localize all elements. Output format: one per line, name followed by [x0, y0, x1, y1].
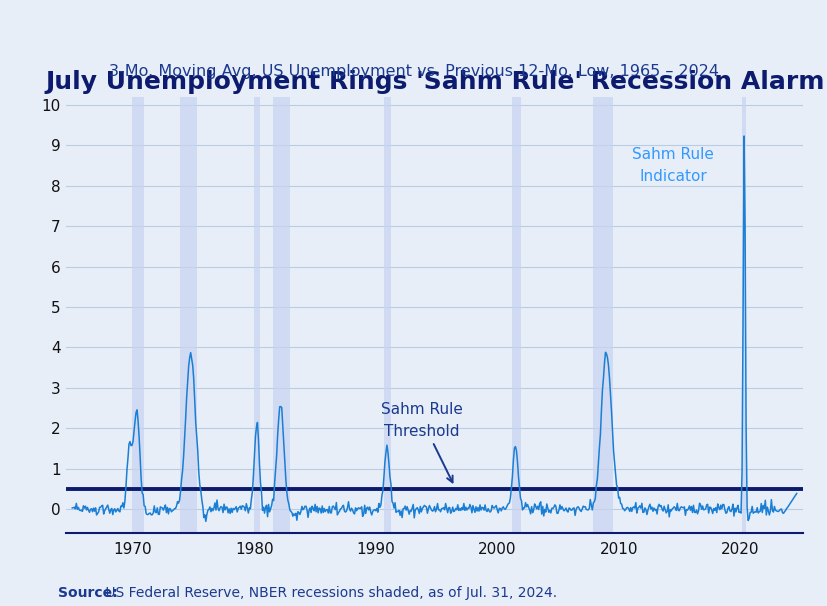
Text: US Federal Reserve, NBER recessions shaded, as of Jul. 31, 2024.: US Federal Reserve, NBER recessions shad…	[101, 586, 557, 600]
Bar	[512, 97, 520, 533]
Text: Sahm Rule
Threshold: Sahm Rule Threshold	[380, 402, 462, 482]
Bar	[741, 97, 745, 533]
Bar	[179, 97, 197, 533]
Bar	[272, 97, 289, 533]
Bar	[254, 97, 261, 533]
Text: 3-Mo. Moving Avg. US Unemployment vs. Previous 12-Mo. Low, 1965 – 2024: 3-Mo. Moving Avg. US Unemployment vs. Pr…	[109, 64, 718, 79]
Text: Sahm Rule
Indicator: Sahm Rule Indicator	[632, 147, 714, 184]
Title: July Unemployment Rings 'Sahm Rule' Recession Alarm: July Unemployment Rings 'Sahm Rule' Rece…	[45, 70, 824, 93]
Text: Source:: Source:	[58, 586, 117, 600]
Bar	[131, 97, 144, 533]
Bar	[593, 97, 612, 533]
Bar	[384, 97, 390, 533]
